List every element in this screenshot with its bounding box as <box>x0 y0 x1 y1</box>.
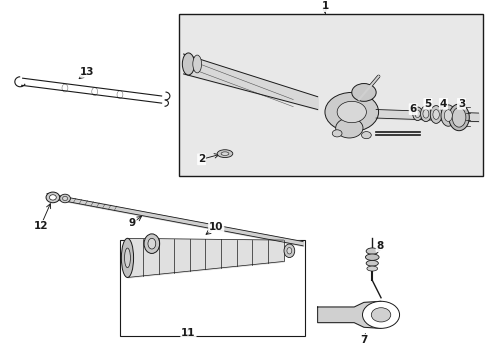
Text: 13: 13 <box>80 67 95 77</box>
Ellipse shape <box>62 196 67 201</box>
Text: 6: 6 <box>409 104 416 114</box>
Text: 4: 4 <box>439 99 446 109</box>
Circle shape <box>370 308 390 322</box>
Ellipse shape <box>429 105 441 123</box>
Circle shape <box>361 131 370 139</box>
Circle shape <box>336 101 366 123</box>
Polygon shape <box>317 301 380 328</box>
Text: 8: 8 <box>376 241 383 251</box>
Text: 9: 9 <box>128 218 136 228</box>
Ellipse shape <box>124 248 130 268</box>
Ellipse shape <box>49 195 56 200</box>
Text: 1: 1 <box>321 1 328 11</box>
Circle shape <box>351 84 375 101</box>
Ellipse shape <box>148 238 156 249</box>
Bar <box>120 240 305 336</box>
Ellipse shape <box>448 104 468 131</box>
Ellipse shape <box>217 150 232 158</box>
Ellipse shape <box>420 106 430 122</box>
Ellipse shape <box>440 105 455 126</box>
Text: 3: 3 <box>457 99 464 109</box>
Text: 7: 7 <box>360 335 367 345</box>
Ellipse shape <box>444 110 451 121</box>
Ellipse shape <box>121 238 133 278</box>
Circle shape <box>331 130 341 137</box>
Circle shape <box>325 93 378 131</box>
Ellipse shape <box>366 248 378 254</box>
Ellipse shape <box>46 192 60 203</box>
Ellipse shape <box>412 107 422 121</box>
Text: 10: 10 <box>208 222 223 232</box>
Ellipse shape <box>432 109 438 120</box>
Circle shape <box>335 118 362 138</box>
Text: 12: 12 <box>33 221 48 231</box>
Ellipse shape <box>414 110 419 117</box>
Ellipse shape <box>286 248 291 254</box>
Ellipse shape <box>365 254 378 260</box>
Circle shape <box>362 301 399 328</box>
Ellipse shape <box>366 266 377 271</box>
Ellipse shape <box>60 194 70 203</box>
Bar <box>178 14 483 176</box>
Text: 11: 11 <box>181 328 195 338</box>
Ellipse shape <box>144 234 159 253</box>
Ellipse shape <box>451 108 465 127</box>
Ellipse shape <box>182 53 194 75</box>
Ellipse shape <box>284 244 294 257</box>
Ellipse shape <box>221 152 228 156</box>
Ellipse shape <box>366 260 378 266</box>
Ellipse shape <box>192 55 201 73</box>
Text: 2: 2 <box>198 154 205 164</box>
Ellipse shape <box>422 109 428 118</box>
Text: 5: 5 <box>424 99 430 109</box>
